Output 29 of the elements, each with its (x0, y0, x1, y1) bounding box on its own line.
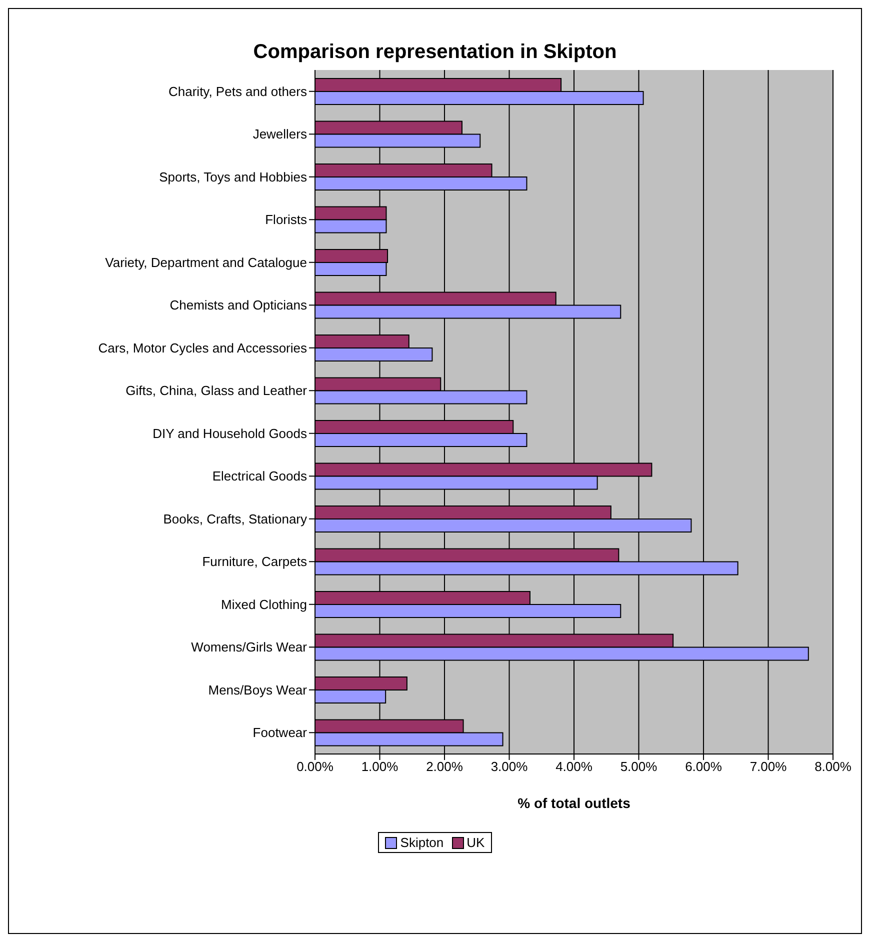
y-tick-label: Jewellers (252, 126, 308, 142)
x-tick-label: 8.00% (814, 759, 852, 774)
x-tick-label: 2.00% (426, 759, 464, 774)
x-tick-label: 7.00% (750, 759, 788, 774)
x-tick-label: 0.00% (296, 759, 334, 774)
y-tick-label: Chemists and Opticians (170, 298, 308, 313)
chart-title: Comparison representation in Skipton (252, 41, 618, 64)
y-tick-label: Furniture, Carpets (202, 554, 308, 570)
legend-label: UK (466, 835, 485, 850)
y-tick-label: Books, Crafts, Stationary (163, 511, 308, 526)
x-tick-label: 5.00% (620, 759, 658, 774)
y-tick-label: Mixed Clothing (221, 596, 307, 612)
x-tick-label: 6.00% (685, 759, 722, 774)
y-tick-label: Variety, Department and Catalogue (105, 254, 307, 270)
y-tick-label: Footwear (252, 725, 308, 740)
y-tick-label: Florists (265, 212, 308, 228)
x-tick-label: 1.00% (361, 759, 399, 774)
x-tick-label: 4.00% (556, 759, 593, 774)
y-tick-label: DIY and Household Goods (152, 426, 308, 441)
y-tick-label: Charity, Pets and others (168, 84, 308, 99)
y-tick-label: Gifts, China, Glass and Leather (126, 383, 308, 398)
y-tick-label: Sports, Toys and Hobbies (159, 169, 308, 184)
y-tick-label: Cars, Motor Cycles and Accessories (98, 340, 308, 356)
y-tick-label: Electrical Goods (212, 468, 308, 484)
legend-label: Skipton (399, 835, 444, 850)
y-tick-label: Womens/Girls Wear (191, 640, 308, 655)
y-tick-label: Mens/Boys Wear (208, 682, 308, 698)
x-axis-title: % of total outlets (518, 795, 631, 811)
x-tick-label: 3.00% (490, 759, 528, 774)
